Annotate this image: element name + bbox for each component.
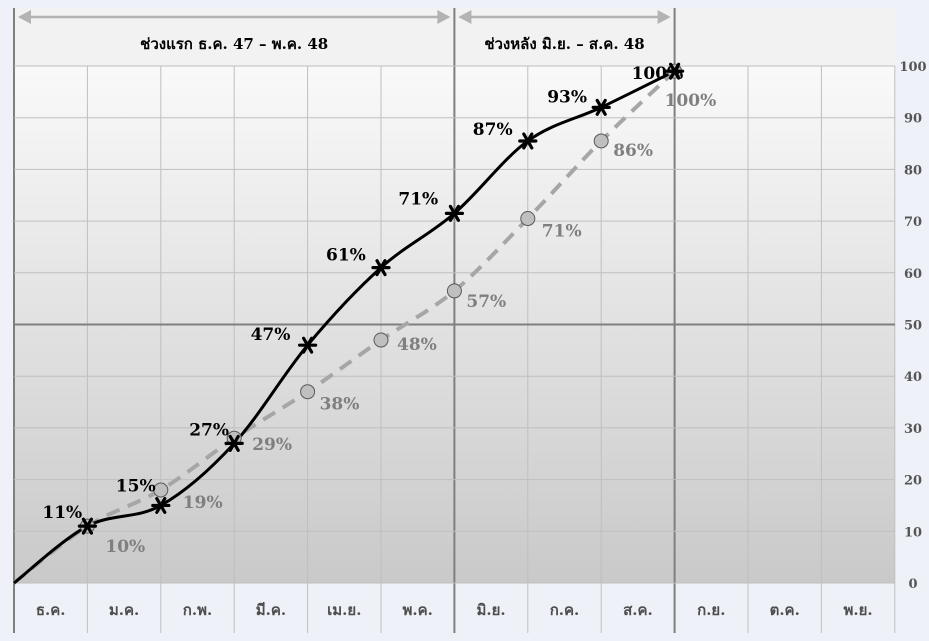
data-label-actual: 87% xyxy=(473,120,513,140)
marker-stroke xyxy=(302,336,314,354)
actual-point-marker xyxy=(298,336,318,354)
x-tick-label: ม.ค. xyxy=(109,601,139,619)
x-tick-label: พ.ค. xyxy=(403,601,433,619)
data-label-plan: 29% xyxy=(252,435,292,455)
data-label-actual: 47% xyxy=(251,325,291,345)
markers-group xyxy=(77,62,685,535)
data-label-plan: 10% xyxy=(105,537,145,557)
y-tick-label: 100 xyxy=(899,60,926,75)
marker-stroke xyxy=(448,204,460,222)
data-label-plan: 86% xyxy=(613,141,653,161)
x-tick-label: เม.ย. xyxy=(327,601,361,619)
data-label-actual: 61% xyxy=(326,246,366,266)
actual-point-marker xyxy=(224,434,244,452)
series-actual-line xyxy=(13,69,676,585)
y-tick-label: 20 xyxy=(904,474,922,489)
period-arrow-right-head xyxy=(657,10,671,24)
y-axis-ticks: 0 10 20 30 40 50 60 70 80 90 100 xyxy=(899,60,926,592)
y-tick-label: 70 xyxy=(904,215,922,230)
y-tick-label: 30 xyxy=(904,422,922,437)
marker-stroke xyxy=(81,517,94,535)
marker-stroke xyxy=(522,132,534,150)
y-tick-label: 50 xyxy=(904,319,922,334)
actual-point-marker xyxy=(518,132,538,150)
y-tick-label: 90 xyxy=(904,112,922,127)
plan-point-marker xyxy=(593,133,609,149)
plan-point-marker xyxy=(153,482,169,498)
data-label-plan: 48% xyxy=(397,335,437,355)
plan-point-marker xyxy=(520,211,536,227)
data-label-plan: 19% xyxy=(183,493,223,513)
data-label-plan: 71% xyxy=(542,222,582,242)
period-arrow-left-head xyxy=(18,10,31,24)
actual-point-marker xyxy=(444,204,464,222)
actual-point-marker xyxy=(664,62,685,80)
x-axis-ticks: ธ.ค. ม.ค. ก.พ. มี.ค. เม.ย. พ.ค. มิ.ย. ก.ค. ส.ค. ก… xyxy=(36,601,873,619)
x-tick-label: มิ.ย. xyxy=(477,601,506,619)
x-tick-label: ส.ค. xyxy=(623,601,653,619)
y-tick-label: 10 xyxy=(904,525,922,540)
marker-stroke xyxy=(375,259,387,277)
data-label-plan: 38% xyxy=(320,395,360,415)
plan-point-marker xyxy=(300,384,316,400)
marker-stroke xyxy=(595,98,607,116)
data-label-actual: 71% xyxy=(398,189,438,209)
x-tick-label: ก.ค. xyxy=(550,601,580,619)
series-plan-line xyxy=(12,69,676,585)
data-labels-group: 11% 15% 27% 47% 61% 71% 87% 93% 100% 10% 19% 29% 38%… xyxy=(42,64,716,557)
period-label: ช่วงหลัง มิ.ย. – ส.ค. 48 xyxy=(484,35,644,53)
data-label-actual: 11% xyxy=(42,503,82,523)
period-arrow-right-head xyxy=(437,10,451,24)
x-tick-label: มี.ค. xyxy=(256,601,286,619)
x-tick-label: ต.ค. xyxy=(770,601,800,619)
y-tick-label: 40 xyxy=(904,370,922,385)
marker-stroke xyxy=(228,434,240,452)
x-tick-label: ธ.ค. xyxy=(36,601,66,619)
plan-point-marker xyxy=(446,283,462,299)
data-label-plan: 100% xyxy=(665,91,717,111)
period-arrow-left-head xyxy=(458,10,472,24)
data-label-actual: 93% xyxy=(547,87,587,107)
actual-point-marker xyxy=(591,98,611,116)
data-label-actual: 15% xyxy=(116,476,156,496)
x-tick-label: พ.ย. xyxy=(844,601,873,619)
x-tick-label: ก.ย. xyxy=(697,601,725,619)
marker-stroke xyxy=(155,496,167,514)
y-tick-label: 80 xyxy=(904,163,922,178)
actual-point-marker xyxy=(77,517,98,535)
marker-stroke xyxy=(668,62,681,80)
data-label-actual: 27% xyxy=(189,420,229,440)
plan-point-marker xyxy=(373,332,389,348)
series-group xyxy=(12,69,676,585)
y-tick-label: 60 xyxy=(904,267,922,282)
data-label-actual: 100% xyxy=(632,64,684,84)
period-annotations: ช่วงแรก ธ.ค. 47 – พ.ค. 48 ช่วงหลัง มิ.ย. … xyxy=(18,10,671,53)
grid xyxy=(13,8,896,633)
data-label-plan: 57% xyxy=(466,292,506,312)
y-tick-label: 0 xyxy=(908,577,917,592)
actual-point-marker xyxy=(151,496,171,514)
actual-point-marker xyxy=(371,259,391,277)
x-tick-label: ก.พ. xyxy=(183,601,212,619)
period-label: ช่วงแรก ธ.ค. 47 – พ.ค. 48 xyxy=(140,35,328,53)
